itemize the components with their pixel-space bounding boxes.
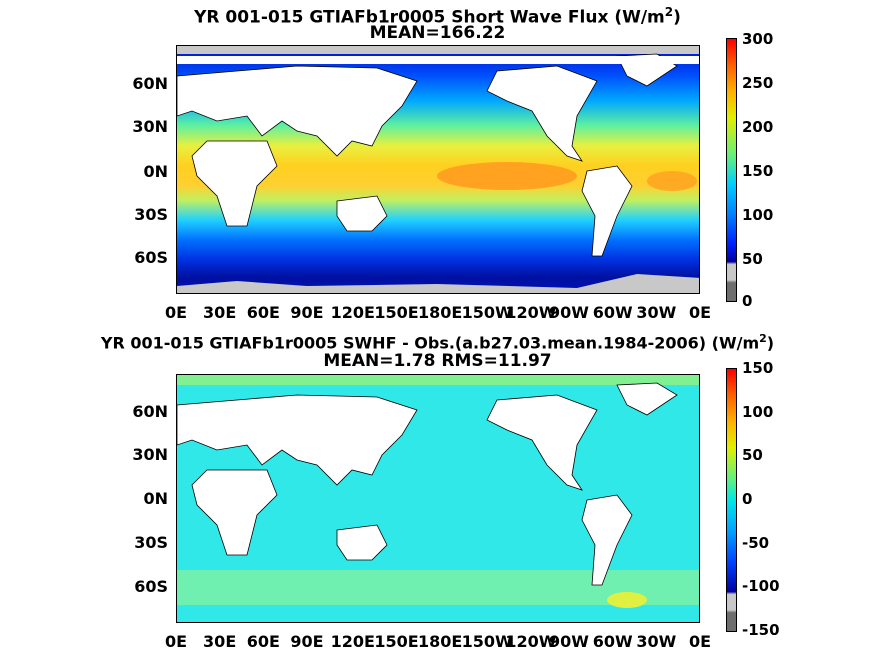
panel2-cbtick-1: 100	[742, 403, 774, 421]
panel2-xtick: 120W	[505, 632, 557, 651]
panel1-ytick-1: 30N	[132, 117, 168, 136]
panel2-north-band	[177, 375, 699, 385]
panel1-title: YR 001-015 GTIAFb1r0005 Short Wave Flux …	[0, 2, 875, 28]
panel2-cbtick-5: -100	[742, 577, 780, 595]
panel1-xtick: 0E	[164, 303, 188, 322]
panel2-xtick: 90E	[290, 632, 324, 651]
panel2-cbtick-2: 50	[742, 446, 763, 464]
panel2-xtick: 180E	[418, 632, 463, 651]
panel2-cbtick-3: 0	[742, 490, 753, 508]
panel1-xtick: 30E	[203, 303, 237, 322]
panel1-cbtick-5: 50	[742, 250, 763, 268]
panel1-ytick-3: 30S	[134, 205, 168, 224]
panel1-xtick: 60W	[592, 303, 633, 322]
panel1-xtick: 60E	[246, 303, 280, 322]
panel2-title: YR 001-015 GTIAFb1r0005 SWHF - Obs.(a.b2…	[0, 329, 875, 353]
panel1-cbtick-6: 0	[742, 292, 753, 310]
panel2-xtick: 150E	[374, 632, 419, 651]
panel1-warm-patch	[437, 162, 577, 190]
panel2-title-close: )	[766, 333, 775, 353]
panel2-cbtick-0: 150	[742, 359, 774, 377]
panel1-map-svg	[177, 46, 699, 293]
panel2-xtick: 60W	[592, 632, 633, 651]
panel2-xtick: 30E	[203, 632, 237, 651]
panel1-title-close: )	[673, 7, 681, 28]
panel1-cbtick-2: 200	[742, 118, 774, 136]
panel2-ytick-1: 30N	[132, 445, 168, 464]
panel1-xtick: 90W	[549, 303, 589, 322]
panel2-xtick: 0E	[688, 632, 712, 651]
panel2-ytick-3: 30S	[134, 533, 168, 552]
panel2-subtitle: MEAN=1.78 RMS=11.97	[323, 351, 552, 371]
panel2-xtick: 150W	[461, 632, 513, 651]
panel2-ytick-4: 60S	[134, 577, 168, 596]
panel1-cbtick-1: 250	[742, 74, 774, 92]
panel2-xtick: 60E	[246, 632, 280, 651]
panel2-title-text: YR 001-015 GTIAFb1r0005 SWHF - Obs.(a.b2…	[100, 333, 760, 353]
panel1-land	[177, 53, 699, 257]
panel1-missing-south	[177, 274, 699, 293]
panel2-south-patch	[607, 592, 647, 608]
panel1-cbtick-0: 300	[742, 30, 774, 48]
panel1-ytick-2: 0N	[143, 162, 168, 181]
panel1-map	[176, 45, 700, 294]
panel1-warm-patch-atl	[647, 171, 697, 191]
panel1-title-sup: 2	[664, 5, 674, 19]
panel2-land	[177, 382, 678, 586]
panel1-xtick: 30W	[636, 303, 677, 322]
panel1-ytick-0: 60N	[132, 74, 168, 93]
panel1-ytick-4: 60S	[134, 248, 168, 267]
panel2-title-sup: 2	[759, 332, 767, 345]
panel1-title-text: YR 001-015 GTIAFb1r0005 Short Wave Flux …	[194, 7, 665, 28]
panel1-xtick: 90E	[290, 303, 324, 322]
panel2-xtick: 0E	[164, 632, 188, 651]
panel2-ytick-2: 0N	[143, 489, 168, 508]
panel1-xtick: 120W	[505, 303, 557, 322]
panel1-subtitle: MEAN=166.22	[369, 23, 506, 43]
panel2-cbtick-6: -150	[742, 621, 780, 639]
panel2-map-svg	[177, 375, 699, 622]
panel2-map	[176, 374, 700, 623]
panel1-missing-north	[177, 46, 699, 54]
panel2-xtick: 120E	[330, 632, 375, 651]
panel1-xtick: 0E	[688, 303, 712, 322]
panel2-ytick-0: 60N	[132, 402, 168, 421]
panel1-cbtick-4: 100	[742, 206, 774, 224]
panel2-colorbar	[726, 368, 737, 632]
panel2-cbtick-4: -50	[742, 534, 770, 552]
panel1-xtick: 150E	[374, 303, 419, 322]
panel1-cbtick-3: 150	[742, 162, 774, 180]
panel1-colorbar	[726, 38, 737, 302]
panel1-xtick: 150W	[461, 303, 513, 322]
panel1-xtick: 120E	[330, 303, 375, 322]
panel2-xtick: 90W	[549, 632, 589, 651]
panel2-xtick: 30W	[636, 632, 677, 651]
panel1-xtick: 180E	[418, 303, 463, 322]
